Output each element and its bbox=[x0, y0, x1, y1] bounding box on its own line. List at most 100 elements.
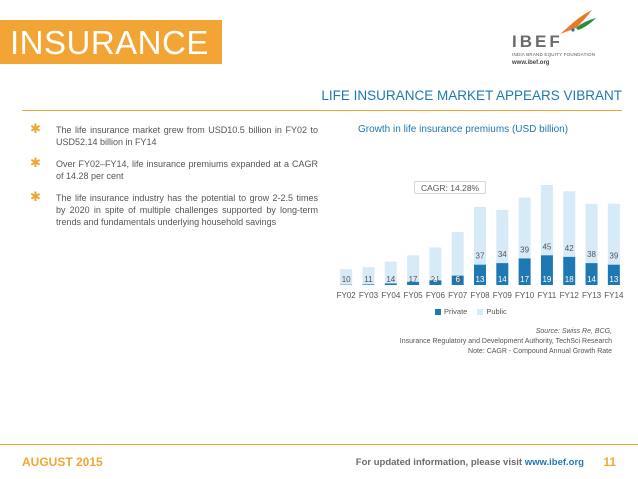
bar-private-fy06 bbox=[429, 280, 442, 285]
data-label-public-fy14: 39 bbox=[609, 252, 618, 261]
data-label-private-fy14: 13 bbox=[609, 275, 618, 284]
bar-private-fy10 bbox=[518, 258, 531, 285]
bar-private-fy12 bbox=[563, 256, 576, 285]
data-label-private-fy11: 19 bbox=[542, 275, 551, 284]
bar-private-fy08 bbox=[474, 264, 486, 285]
source-note: Source: Swiss Re, BCG, Insurance Regulat… bbox=[332, 327, 612, 357]
tick-label-fy10: FY10 bbox=[515, 291, 535, 300]
bullet-text: Over FY02–FY14, life insurance premiums … bbox=[56, 159, 318, 181]
bullet-item: ✱ Over FY02–FY14, life insurance premium… bbox=[30, 155, 318, 182]
legend-swatch-public bbox=[477, 308, 484, 315]
data-label-private-fy08: 13 bbox=[476, 275, 485, 284]
bullet-text: The life insurance industry has the pote… bbox=[56, 193, 318, 227]
bar-private-fy13 bbox=[585, 263, 598, 285]
data-label-public-fy09: 34 bbox=[498, 250, 507, 259]
bar-private-fy07 bbox=[451, 275, 464, 285]
bullet-item: ✱ The life insurance market grew from US… bbox=[30, 121, 318, 148]
page-heading: LIFE INSURANCE MARKET APPEARS VIBRANT bbox=[321, 88, 622, 103]
logo-tagline: INDIA BRAND EQUITY FOUNDATION bbox=[512, 52, 596, 57]
bar-private-fy05 bbox=[407, 281, 420, 285]
legend-item-public: Public bbox=[477, 307, 507, 316]
bar-public-fy04 bbox=[384, 261, 397, 284]
tick-label-fy11: FY11 bbox=[538, 291, 557, 300]
bar-public-fy09 bbox=[496, 210, 509, 264]
heading-divider bbox=[22, 110, 622, 111]
data-label-public-fy04: 14 bbox=[386, 275, 395, 284]
legend-item-private: Private bbox=[435, 307, 467, 316]
data-label-public-fy10: 39 bbox=[520, 245, 529, 254]
star-bullet-icon: ✱ bbox=[30, 155, 41, 170]
source-text: Swiss Re, BCG, bbox=[559, 328, 612, 335]
bar-public-fy05 bbox=[407, 255, 420, 282]
data-label-private-fy09: 14 bbox=[498, 275, 507, 284]
bar-private-fy14 bbox=[607, 264, 620, 285]
bar-public-fy13 bbox=[585, 203, 598, 264]
section-title: INSURANCE bbox=[10, 24, 209, 61]
bar-public-fy10 bbox=[518, 197, 531, 259]
star-bullet-icon: ✱ bbox=[30, 121, 41, 136]
tick-label-fy02: FY02 bbox=[337, 291, 357, 300]
source-label: Source: bbox=[535, 328, 560, 335]
data-label-public-fy07: 28 bbox=[453, 275, 462, 284]
premium-growth-chart: 10 FY02 11 FY03 14 FY04 17 FY05 213 FY06 286 FY07 37… bbox=[337, 185, 624, 300]
bar-public-fy08 bbox=[474, 206, 486, 265]
footer-divider bbox=[0, 444, 638, 445]
bar-public-fy06 bbox=[429, 247, 442, 281]
data-label-public-fy02: 10 bbox=[342, 275, 351, 284]
bar-private-fy09 bbox=[496, 263, 509, 285]
bar-private-fy11 bbox=[540, 255, 553, 285]
data-label-public-fy08: 37 bbox=[476, 252, 485, 261]
bullet-list: ✱ The life insurance market grew from US… bbox=[30, 121, 318, 238]
data-label-public-fy12: 42 bbox=[565, 244, 574, 253]
cagr-note: Note: CAGR - Compound Annual Growth Rate bbox=[468, 348, 612, 355]
chart-legend: Private Public bbox=[435, 307, 507, 316]
tick-label-fy09: FY09 bbox=[493, 291, 513, 300]
data-label-public-fy05: 17 bbox=[409, 275, 418, 284]
bar-public-fy14 bbox=[607, 203, 620, 265]
footer-date: AUGUST 2015 bbox=[22, 455, 103, 469]
bar-private-fy04 bbox=[384, 283, 397, 285]
bar-private-fy03 bbox=[362, 284, 375, 285]
tick-label-fy06: FY06 bbox=[426, 291, 446, 300]
legend-label-private: Private bbox=[444, 307, 468, 316]
data-label-private-fy13: 14 bbox=[587, 275, 596, 284]
data-label-public-fy11: 45 bbox=[542, 242, 551, 251]
tick-label-fy03: FY03 bbox=[359, 291, 379, 300]
bullet-text: The life insurance market grew from USD1… bbox=[56, 125, 318, 147]
legend-label-public: Public bbox=[486, 307, 507, 316]
bullet-item: ✱ The life insurance industry has the po… bbox=[30, 189, 318, 228]
footer-link[interactable]: www.ibef.org bbox=[524, 457, 584, 468]
data-label-public-fy13: 38 bbox=[587, 250, 596, 259]
footer-text: For updated information, please visit bbox=[355, 457, 525, 468]
data-label-private-fy10: 17 bbox=[520, 275, 529, 284]
data-label-public-fy06: 21 bbox=[431, 275, 440, 284]
ibef-logo[interactable]: IBEF INDIA BRAND EQUITY FOUNDATION www.i… bbox=[504, 6, 624, 70]
star-bullet-icon: ✱ bbox=[30, 189, 41, 204]
data-label-public-fy03: 11 bbox=[364, 275, 373, 284]
source-line-2: Insurance Regulatory and Development Aut… bbox=[399, 338, 612, 345]
data-label-private-fy07: 6 bbox=[455, 275, 460, 284]
page-number: 11 bbox=[603, 455, 616, 469]
chart-title: Growth in life insurance premiums (USD b… bbox=[358, 124, 569, 135]
data-label-private-fy06: 3 bbox=[433, 275, 438, 284]
bar-public-fy03 bbox=[362, 267, 375, 285]
tick-label-fy04: FY04 bbox=[381, 291, 401, 300]
bar-public-fy07 bbox=[451, 231, 464, 276]
legend-swatch-private bbox=[435, 308, 441, 315]
cagr-callout: CAGR: 14.28% bbox=[414, 181, 487, 194]
tick-label-fy08: FY08 bbox=[470, 291, 490, 300]
bird-logo-icon bbox=[560, 10, 596, 34]
tick-label-fy13: FY13 bbox=[582, 291, 602, 300]
bar-public-fy02 bbox=[340, 269, 353, 285]
bar-public-fy11 bbox=[540, 185, 553, 256]
tick-label-fy07: FY07 bbox=[448, 291, 468, 300]
logo-wordmark: IBEF bbox=[512, 32, 563, 51]
tick-label-fy12: FY12 bbox=[560, 291, 580, 300]
data-label-private-fy12: 18 bbox=[565, 275, 574, 284]
section-title-bar: INSURANCE bbox=[0, 20, 222, 64]
footer-visit-text: For updated information, please visit ww… bbox=[356, 457, 584, 468]
logo-url: www.ibef.org bbox=[512, 60, 550, 66]
tick-label-fy05: FY05 bbox=[404, 291, 424, 300]
tick-label-fy14: FY14 bbox=[604, 291, 624, 300]
bar-public-fy12 bbox=[563, 191, 576, 257]
